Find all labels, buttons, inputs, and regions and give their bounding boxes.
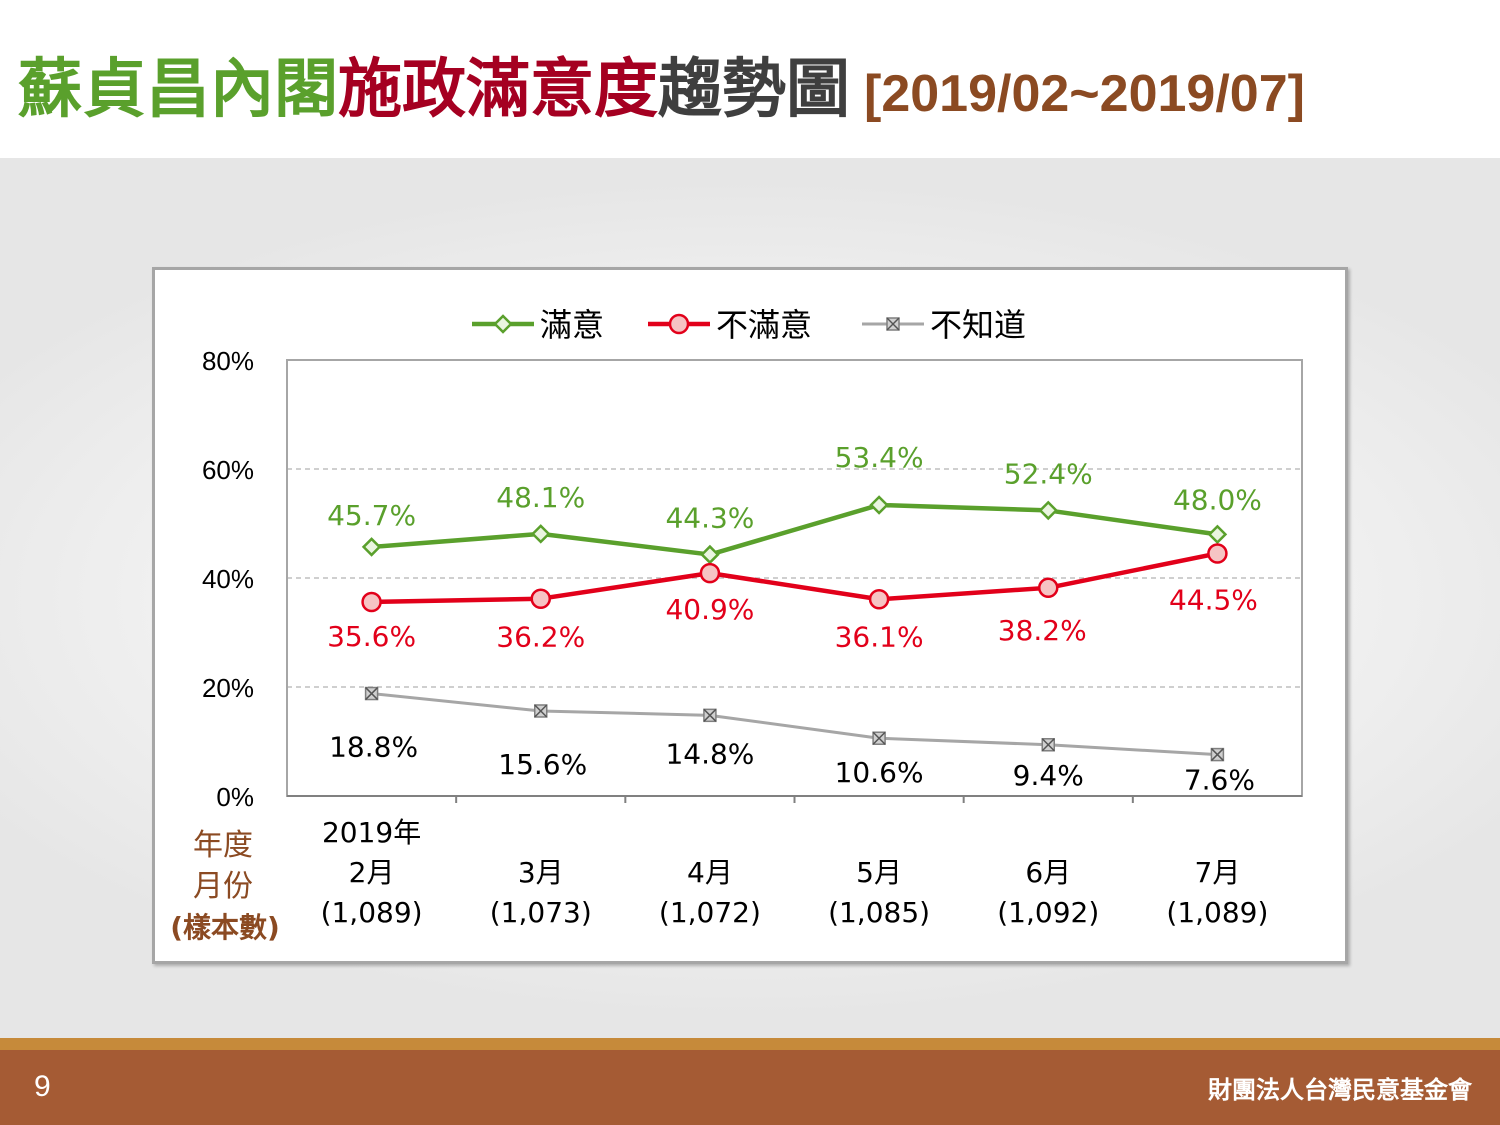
unknown-marker [703, 708, 717, 723]
unknown-marker-cross [1041, 738, 1055, 752]
x-tick-label: 5月 [856, 856, 902, 889]
satisfied-marker [361, 537, 382, 557]
title-part-satisfaction: 施政滿意度 [338, 53, 658, 127]
legend-label: 不知道 [930, 306, 1026, 344]
series-layer [371, 502, 1218, 757]
data-label: 48.0% [1173, 483, 1262, 516]
x-tick-label: 7月 [1195, 856, 1241, 889]
series-line-1 [371, 502, 1218, 557]
unknown-marker [886, 317, 900, 331]
y-tick-label: 20% [202, 673, 254, 703]
x-tick-label: (1,092) [997, 896, 1099, 929]
data-label: 53.4% [835, 441, 924, 474]
title-date-range: [2019/02~2019/07] [864, 65, 1305, 123]
unknown-marker-cross [1210, 748, 1224, 762]
chart-legend: 滿意 不滿意 不知道 [472, 306, 1026, 344]
x-tick-label: (1,089) [1166, 896, 1268, 929]
unknown-marker-cross [886, 317, 900, 331]
x-tick-label: 2月 [349, 856, 395, 889]
axis-header-month: 月份 [193, 869, 253, 904]
dissatisfied-marker [868, 589, 890, 610]
axis-layer: 0% 20% 40% 60% 80% [202, 346, 1303, 812]
dissatisfied-marker [668, 313, 690, 335]
title-bar: 蘇貞昌內閣施政滿意度趨勢圖 [2019/02~2019/07] [0, 0, 1500, 158]
dissatisfied-marker [1038, 577, 1059, 599]
data-label: 40.9% [665, 593, 754, 626]
unknown-marker-cross [872, 731, 886, 745]
unknown-marker [872, 731, 886, 745]
x-tick-label: 4月 [687, 856, 733, 889]
y-tick-label: 60% [202, 455, 254, 485]
legend-label: 不滿意 [716, 306, 812, 344]
unknown-marker [1041, 738, 1055, 752]
unknown-marker-cross [534, 704, 548, 718]
organization-name: 財團法人台灣民意基金會 [1208, 1076, 1472, 1104]
unknown-marker [1210, 747, 1225, 762]
data-label: 38.2% [998, 614, 1087, 647]
data-label: 44.3% [665, 502, 754, 535]
unknown-marker-cross [703, 708, 717, 722]
dissatisfied-marker [699, 562, 721, 584]
x-tick-label: (1,072) [659, 896, 761, 929]
chart-frame [152, 267, 1348, 964]
data-label: 14.8% [665, 737, 754, 770]
page-number: 9 [34, 1070, 51, 1103]
line-chart: 0% 20% 40% 60% 80% 45.7% 48.1% 44.3% 53.4% 52.4%… [170, 306, 1303, 944]
satisfied-marker [700, 544, 720, 565]
axis-header-year: 年度 [193, 828, 253, 863]
satisfied-marker [1038, 500, 1059, 521]
y-tick-label: 80% [202, 346, 254, 376]
page-title: 蘇貞昌內閣施政滿意度趨勢圖 [2019/02~2019/07] [18, 40, 1305, 144]
data-label: 52.4% [1004, 457, 1093, 490]
data-label: 7.6% [1184, 764, 1255, 797]
data-label: 45.7% [327, 499, 416, 532]
data-label: 48.1% [496, 481, 585, 514]
series-line-2 [371, 551, 1218, 605]
data-label: 10.6% [835, 756, 924, 789]
data-label: 36.2% [496, 621, 585, 654]
axis-header-sample-size: (樣本數) [170, 911, 280, 944]
x-tick-label: 3月 [518, 856, 564, 889]
unknown-marker [364, 686, 379, 701]
legend-label: 滿意 [540, 306, 604, 344]
grid-layer [287, 468, 1302, 688]
dissatisfied-marker [530, 588, 551, 609]
satisfied-marker [869, 495, 889, 515]
dissatisfied-marker [1207, 543, 1228, 564]
title-part-trend: 趨勢圖 [658, 53, 850, 127]
title-part-cabinet: 蘇貞昌內閣 [18, 53, 338, 127]
data-label: 35.6% [327, 620, 416, 653]
satisfied-marker [1207, 524, 1228, 545]
data-label: 36.1% [835, 620, 924, 653]
unknown-marker-cross [365, 687, 379, 701]
x-axis-labels: 2019年 2月 (1,089) 3月 (1,073) 4月 (1,072) 5月 (1,085… [321, 816, 1269, 929]
x-tick-label: 2019年 [322, 816, 421, 849]
unknown-marker [534, 704, 548, 718]
x-tick-label: (1,073) [490, 896, 592, 929]
x-tick-label: (1,085) [828, 896, 930, 929]
satisfied-marker [493, 314, 513, 334]
satisfied-marker [530, 524, 551, 544]
data-label: 15.6% [498, 748, 587, 781]
data-label: 18.8% [329, 731, 418, 764]
series-line-3 [371, 692, 1218, 757]
marker-layer [361, 495, 1228, 762]
label-layer: 45.7% 48.1% 44.3% 53.4% 52.4% 48.0% 35.6% 36.2%… [327, 441, 1262, 797]
data-label: 44.5% [1169, 583, 1258, 616]
x-tick-label: (1,089) [321, 896, 423, 929]
x-tick-label: 6月 [1025, 856, 1071, 889]
data-label: 9.4% [1013, 759, 1084, 792]
footer-bar [0, 1038, 1500, 1125]
y-tick-label: 0% [216, 782, 254, 812]
dissatisfied-marker [361, 591, 382, 613]
y-tick-label: 40% [202, 564, 254, 594]
